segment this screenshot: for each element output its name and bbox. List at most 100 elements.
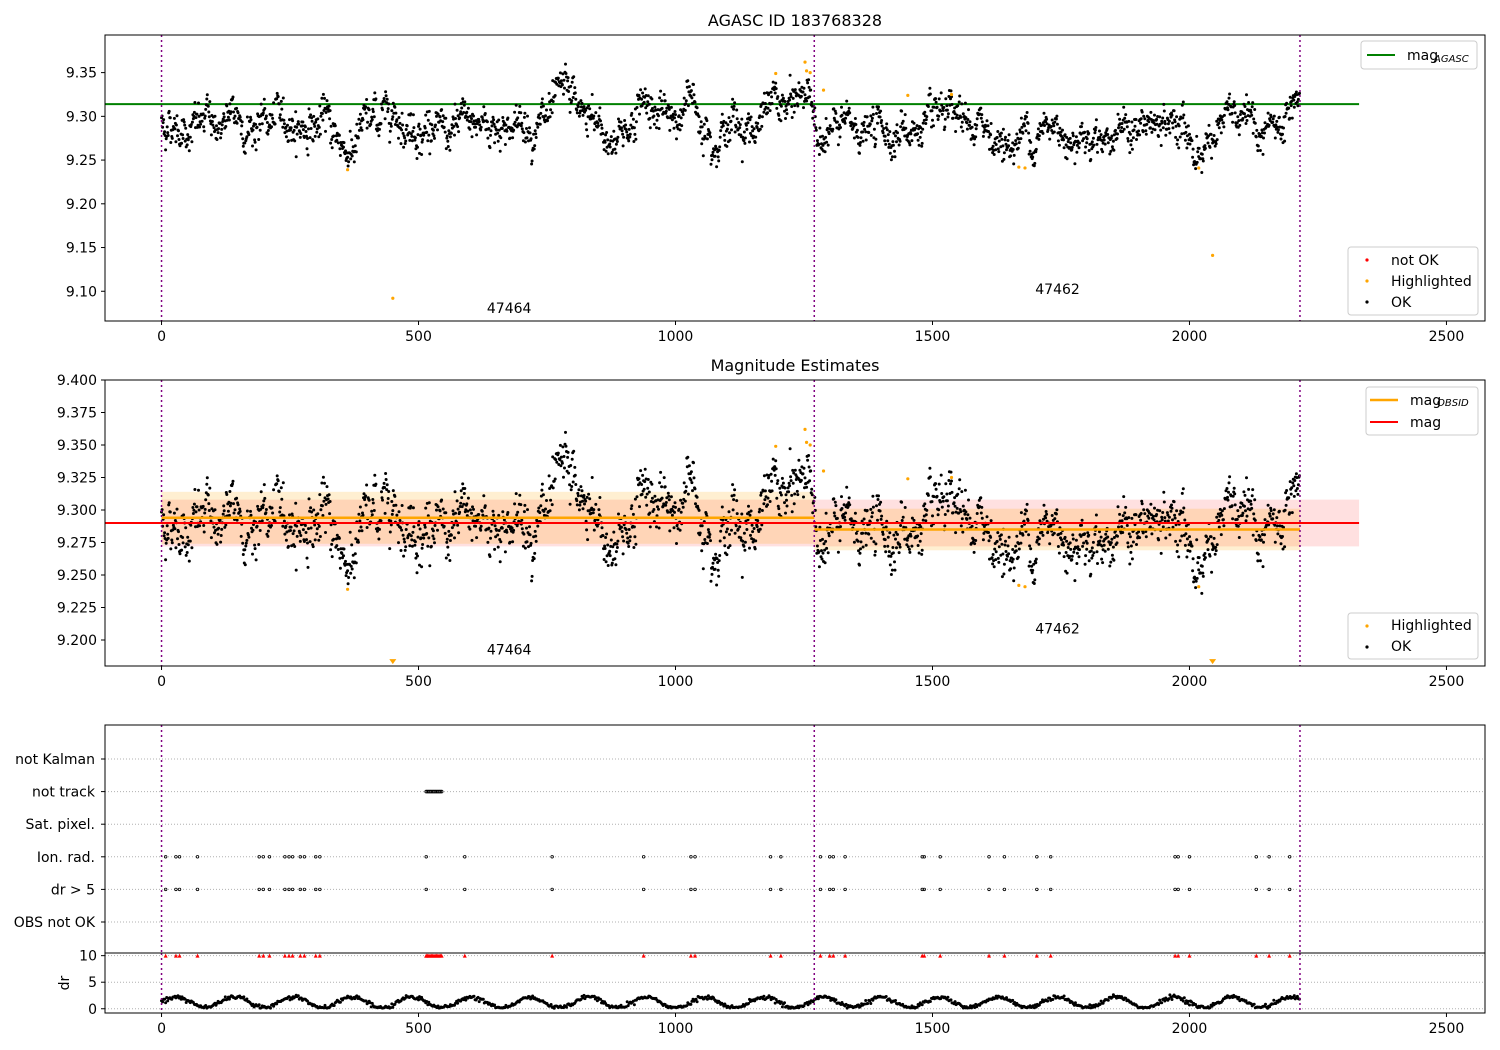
ok-point <box>307 497 311 501</box>
ok-point <box>1011 557 1015 561</box>
ok-point <box>390 117 394 121</box>
ok-point <box>1012 162 1016 166</box>
ok-point <box>1206 548 1210 552</box>
ok-point <box>468 527 472 531</box>
ok-point <box>892 131 896 135</box>
ok-point <box>547 91 551 95</box>
ok-point <box>1112 536 1116 539</box>
ok-point <box>264 508 268 511</box>
ok-point <box>677 114 681 118</box>
ok-point <box>282 519 286 523</box>
ok-point <box>1258 132 1262 136</box>
ok-point <box>365 483 369 487</box>
ok-point <box>861 130 865 134</box>
ok-point <box>620 126 623 130</box>
ok-point <box>820 549 823 553</box>
ok-point <box>1175 142 1179 146</box>
ok-point <box>522 115 526 119</box>
ok-point <box>1194 579 1198 583</box>
ok-point <box>569 84 573 88</box>
ok-point <box>1085 141 1089 145</box>
ok-point <box>405 124 409 128</box>
ok-point <box>847 106 851 110</box>
ok-point <box>1033 161 1037 165</box>
ok-point <box>497 513 501 517</box>
ok-point <box>1294 489 1298 493</box>
ok-point <box>833 109 837 113</box>
ok-point <box>1283 139 1287 143</box>
ok-point <box>631 512 635 516</box>
ok-point <box>280 497 284 501</box>
ok-point <box>931 514 934 518</box>
ok-point <box>989 519 993 523</box>
ok-point <box>939 473 943 477</box>
ok-point <box>1127 119 1131 123</box>
ok-point <box>511 540 515 544</box>
ok-point <box>784 511 787 515</box>
ok-point <box>1235 517 1239 521</box>
ok-point <box>750 125 754 129</box>
ok-point <box>358 519 362 523</box>
ok-point <box>748 140 751 144</box>
dr-point <box>166 999 170 1003</box>
ok-point <box>545 499 548 502</box>
ok-point <box>441 507 445 511</box>
ok-point <box>844 116 848 120</box>
ok-point <box>996 556 1000 560</box>
ok-point <box>777 113 781 117</box>
ok-point <box>775 496 779 500</box>
ok-point <box>419 536 423 540</box>
ok-point <box>356 136 360 140</box>
ok-point <box>1049 125 1053 128</box>
ok-point <box>1050 129 1054 132</box>
ok-point <box>664 501 668 504</box>
ok-point <box>253 543 257 547</box>
ok-point <box>401 123 405 127</box>
ok-point <box>540 482 544 486</box>
ok-point <box>601 132 605 136</box>
ok-point <box>221 120 225 123</box>
ok-point <box>646 478 650 481</box>
flag-mark <box>257 887 261 892</box>
ok-point <box>354 561 358 565</box>
ok-point <box>477 513 481 516</box>
ok-point <box>512 528 516 532</box>
ok-point <box>581 507 585 511</box>
flag-mark <box>261 887 266 892</box>
ok-point <box>606 138 610 142</box>
ok-point <box>1054 117 1058 121</box>
ok-point <box>207 115 211 119</box>
ok-point <box>1090 140 1094 144</box>
ok-point <box>381 108 384 112</box>
ok-point <box>228 504 232 508</box>
ok-point <box>939 500 943 504</box>
ok-point <box>781 96 785 100</box>
ok-point <box>660 99 664 103</box>
ok-point <box>353 144 357 148</box>
ok-point <box>700 549 704 553</box>
ok-point <box>1167 119 1171 123</box>
ok-point <box>1108 152 1112 156</box>
ok-point <box>881 530 885 534</box>
ok-point <box>1201 159 1205 163</box>
ok-point <box>521 544 525 548</box>
ok-point <box>297 122 301 126</box>
ok-point <box>440 498 444 502</box>
ok-point <box>1233 503 1237 507</box>
ok-point <box>266 132 270 136</box>
ok-point <box>516 116 520 120</box>
ok-point <box>494 535 498 539</box>
ok-point <box>600 123 603 127</box>
ok-point <box>1052 124 1056 128</box>
ok-point <box>266 529 270 533</box>
ok-point <box>770 479 774 483</box>
ok-point <box>373 91 377 95</box>
ok-point <box>909 534 913 538</box>
ok-point <box>1077 146 1081 150</box>
ok-point <box>1044 516 1048 520</box>
y-tick-label: 9.35 <box>66 66 97 82</box>
ok-point <box>229 110 233 114</box>
ok-point <box>416 535 420 539</box>
ok-point <box>1240 501 1244 505</box>
